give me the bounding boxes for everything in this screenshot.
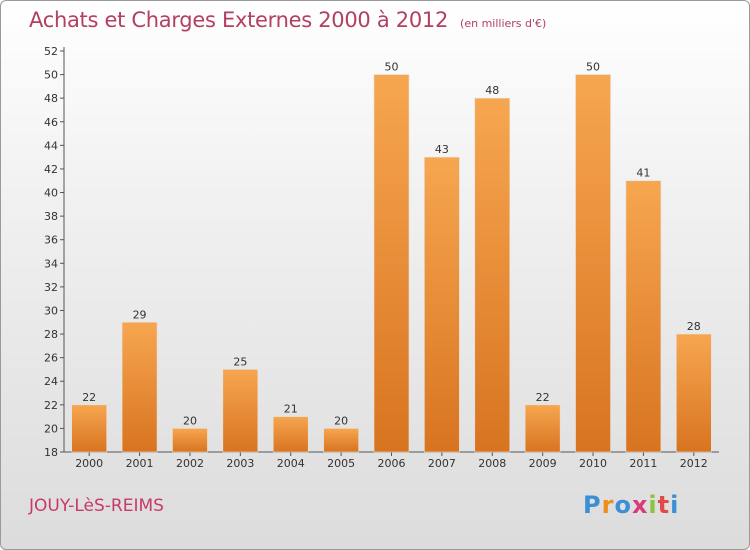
logo-letter: r xyxy=(601,491,615,519)
y-tick-label: 26 xyxy=(44,352,58,365)
y-tick-label: 48 xyxy=(44,92,58,105)
y-tick-label: 40 xyxy=(44,187,58,200)
x-tick-label: 2007 xyxy=(428,457,456,470)
y-tick-label: 52 xyxy=(44,45,58,58)
y-tick-label: 24 xyxy=(44,375,58,388)
x-tick-label: 2002 xyxy=(176,457,204,470)
bar xyxy=(71,404,107,453)
place-name: JOUY-LèS-REIMS xyxy=(29,496,164,516)
bar-value-label: 29 xyxy=(133,308,147,321)
bar-value-label: 43 xyxy=(435,143,449,156)
x-tick-label: 2010 xyxy=(579,457,607,470)
x-tick-label: 2004 xyxy=(277,457,305,470)
y-tick-label: 28 xyxy=(44,328,58,341)
bar xyxy=(625,180,662,453)
y-tick-label: 22 xyxy=(44,399,58,412)
x-tick-label: 2009 xyxy=(529,457,557,470)
chart-subtitle: (en milliers d'€) xyxy=(460,17,547,30)
y-tick-label: 46 xyxy=(44,116,58,129)
x-tick-label: 2003 xyxy=(226,457,254,470)
bar-value-label: 22 xyxy=(536,391,550,404)
x-tick-label: 2005 xyxy=(327,457,355,470)
chart-title: Achats et Charges Externes 2000 à 2012 (e… xyxy=(29,8,546,32)
bar-value-label: 28 xyxy=(687,320,701,333)
y-tick-label: 50 xyxy=(44,69,58,82)
bar-value-label: 25 xyxy=(233,355,247,368)
y-tick-label: 18 xyxy=(44,446,58,459)
bar xyxy=(676,333,712,453)
x-tick-label: 2011 xyxy=(629,457,657,470)
x-tick-label: 2001 xyxy=(126,457,154,470)
bar xyxy=(474,97,511,453)
y-tick-label: 20 xyxy=(44,422,58,435)
bar-value-label: 48 xyxy=(485,84,499,97)
x-tick-label: 2008 xyxy=(478,457,506,470)
y-tick-label: 38 xyxy=(44,210,58,223)
y-tick-label: 42 xyxy=(44,163,58,176)
y-tick-label: 32 xyxy=(44,281,58,294)
bar xyxy=(172,428,208,453)
logo-letter: i xyxy=(670,491,680,519)
bar xyxy=(323,428,359,453)
bar-value-label: 41 xyxy=(636,167,650,180)
logo-letter: t xyxy=(657,491,671,519)
bar xyxy=(373,74,410,453)
logo-letter: x xyxy=(631,491,649,519)
logo-letter: P xyxy=(583,491,602,519)
bar xyxy=(272,416,309,453)
x-tick-label: 2000 xyxy=(75,457,103,470)
proxiti-logo[interactable]: Proxiti xyxy=(583,491,679,519)
x-tick-label: 2012 xyxy=(680,457,708,470)
y-tick-label: 44 xyxy=(44,139,58,152)
logo-letter: i xyxy=(648,491,658,519)
y-tick-label: 34 xyxy=(44,257,58,270)
bar-value-label: 22 xyxy=(82,391,96,404)
chart-bars: 22 29 20 25 21 20 50 43 48 22 50 41 28 xyxy=(71,61,712,453)
logo-letter: o xyxy=(614,491,632,519)
bar-value-label: 20 xyxy=(334,414,348,427)
y-tick-label: 36 xyxy=(44,234,58,247)
x-tick-label: 2006 xyxy=(378,457,406,470)
bar xyxy=(222,369,259,453)
bar xyxy=(121,321,158,453)
bar xyxy=(575,74,611,453)
bar xyxy=(424,156,460,453)
chart-axes: 18 20 22 24 26 28 30 32 34 36 38 40 42 44 46 48 50 52 2000… xyxy=(44,45,719,470)
bar-value-label: 20 xyxy=(183,414,197,427)
bar-value-label: 50 xyxy=(586,61,600,74)
bar xyxy=(524,404,561,453)
bar-value-label: 50 xyxy=(385,61,399,74)
chart-title-text: Achats et Charges Externes 2000 à 2012 xyxy=(29,8,449,32)
y-tick-label: 30 xyxy=(44,304,58,317)
bar-value-label: 21 xyxy=(284,403,298,416)
